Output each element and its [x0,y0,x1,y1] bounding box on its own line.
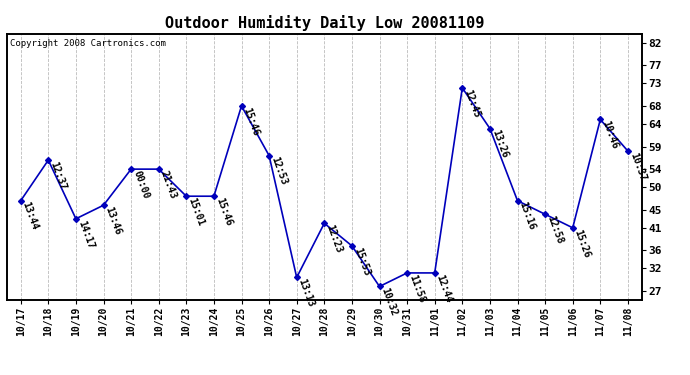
Text: 12:53: 12:53 [269,156,288,187]
Text: 13:44: 13:44 [21,201,40,232]
Text: 13:26: 13:26 [490,129,509,159]
Text: 11:58: 11:58 [407,273,426,304]
Text: 12:23: 12:23 [324,223,344,254]
Text: 15:01: 15:01 [186,196,206,227]
Text: 15:46: 15:46 [241,106,261,137]
Title: Outdoor Humidity Daily Low 20081109: Outdoor Humidity Daily Low 20081109 [165,15,484,31]
Text: 10:37: 10:37 [628,151,647,182]
Text: 13:46: 13:46 [104,205,123,236]
Text: 12:37: 12:37 [48,160,68,191]
Text: 10:46: 10:46 [600,120,620,150]
Text: 12:58: 12:58 [545,214,564,245]
Text: 15:26: 15:26 [573,228,592,259]
Text: 14:17: 14:17 [76,219,95,250]
Text: 10:32: 10:32 [380,286,399,318]
Text: Copyright 2008 Cartronics.com: Copyright 2008 Cartronics.com [10,39,166,48]
Text: 00:00: 00:00 [131,169,150,200]
Text: 15:53: 15:53 [352,246,371,277]
Text: 12:44: 12:44 [435,273,454,304]
Text: 15:16: 15:16 [518,201,537,232]
Text: 13:13: 13:13 [297,278,316,309]
Text: 12:45: 12:45 [462,88,482,119]
Text: 21:43: 21:43 [159,169,178,200]
Text: 15:46: 15:46 [214,196,233,227]
